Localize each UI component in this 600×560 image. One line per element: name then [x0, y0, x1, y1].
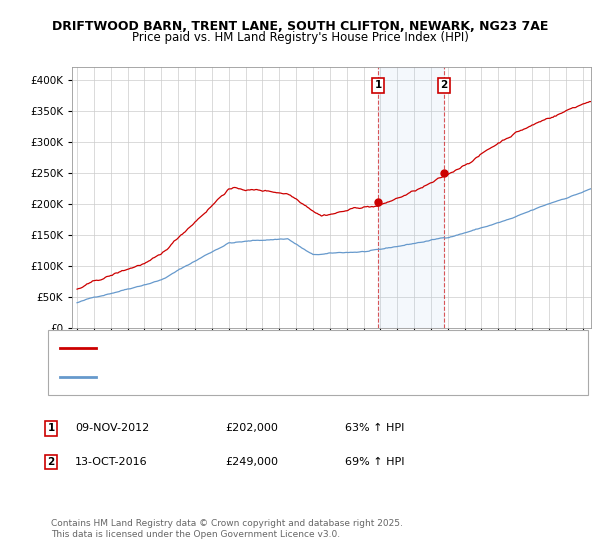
- Text: 1: 1: [47, 423, 55, 433]
- Text: 2: 2: [440, 81, 448, 90]
- Text: Price paid vs. HM Land Registry's House Price Index (HPI): Price paid vs. HM Land Registry's House …: [131, 31, 469, 44]
- Text: 69% ↑ HPI: 69% ↑ HPI: [345, 457, 404, 467]
- Text: £202,000: £202,000: [225, 423, 278, 433]
- Text: DRIFTWOOD BARN, TRENT LANE, SOUTH CLIFTON, NEWARK, NG23 7AE (semi-detached house: DRIFTWOOD BARN, TRENT LANE, SOUTH CLIFTO…: [102, 343, 567, 353]
- Text: HPI: Average price, semi-detached house, Newark and Sherwood: HPI: Average price, semi-detached house,…: [102, 372, 419, 382]
- Text: 63% ↑ HPI: 63% ↑ HPI: [345, 423, 404, 433]
- Text: £249,000: £249,000: [225, 457, 278, 467]
- Text: 09-NOV-2012: 09-NOV-2012: [75, 423, 149, 433]
- Text: Contains HM Land Registry data © Crown copyright and database right 2025.
This d: Contains HM Land Registry data © Crown c…: [51, 520, 403, 539]
- Text: 1: 1: [374, 81, 382, 90]
- Text: 2: 2: [47, 457, 55, 467]
- Text: DRIFTWOOD BARN, TRENT LANE, SOUTH CLIFTON, NEWARK, NG23 7AE: DRIFTWOOD BARN, TRENT LANE, SOUTH CLIFTO…: [52, 20, 548, 32]
- Bar: [378, 67, 444, 328]
- Text: 13-OCT-2016: 13-OCT-2016: [75, 457, 148, 467]
